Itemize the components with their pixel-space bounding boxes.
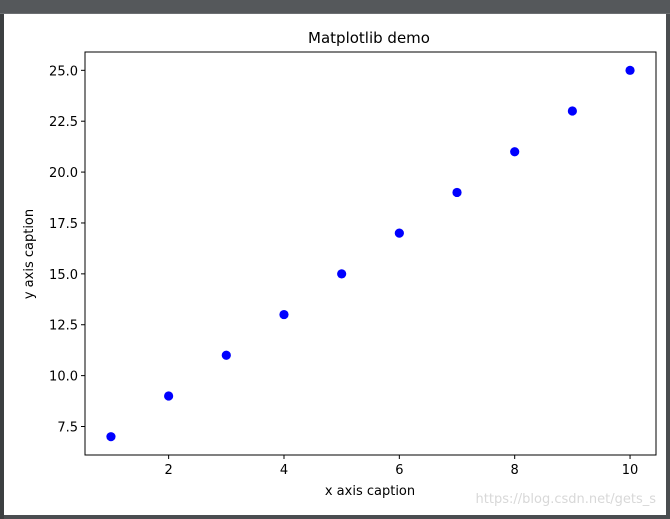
scatter-point — [625, 65, 635, 75]
y-tick-label: 10.0 — [49, 370, 78, 385]
scatter-point — [221, 350, 231, 360]
scatter-point — [337, 269, 347, 279]
figure-canvas: Matplotlib demo 2 4 6 8 10 7.5 10.0 12.5 15.0 17… — [4, 14, 666, 515]
y-axis-label: y axis caption — [22, 209, 37, 299]
y-tick-label: 17.5 — [49, 217, 78, 232]
y-tick-label: 25.0 — [49, 64, 78, 79]
x-tick-label: 8 — [511, 463, 519, 478]
x-tick-label: 10 — [622, 463, 639, 478]
scatter-point — [510, 147, 520, 157]
x-tick-label: 4 — [280, 463, 288, 478]
scatter-point — [106, 432, 116, 442]
y-tick-label: 7.5 — [57, 421, 78, 436]
scatter-chart: Matplotlib demo 2 4 6 8 10 7.5 10.0 12.5 15.0 17… — [22, 29, 657, 499]
x-axis-label: x axis caption — [325, 484, 415, 499]
x-axis-ticks: 2 4 6 8 10 — [164, 455, 638, 478]
x-tick-label: 6 — [395, 463, 403, 478]
scatter-point — [452, 187, 462, 198]
y-tick-label: 20.0 — [49, 166, 78, 181]
y-tick-label: 22.5 — [49, 115, 78, 130]
scatter-point — [279, 309, 289, 320]
scatter-point — [567, 106, 577, 116]
scatter-point — [394, 228, 404, 238]
chart-title: Matplotlib demo — [308, 29, 430, 47]
left-panel-edge — [0, 14, 4, 519]
data-points — [106, 65, 635, 442]
watermark-text: https://blog.csdn.net/gets_s — [475, 492, 656, 507]
y-axis-ticks: 7.5 10.0 12.5 15.0 17.5 20.0 22.5 25.0 — [49, 64, 85, 436]
window-title-bar — [0, 0, 670, 14]
y-tick-label: 12.5 — [49, 319, 78, 334]
y-tick-label: 15.0 — [49, 268, 78, 283]
x-tick-label: 2 — [164, 463, 172, 478]
plot-area-frame — [84, 51, 657, 456]
scatter-point — [164, 391, 174, 401]
